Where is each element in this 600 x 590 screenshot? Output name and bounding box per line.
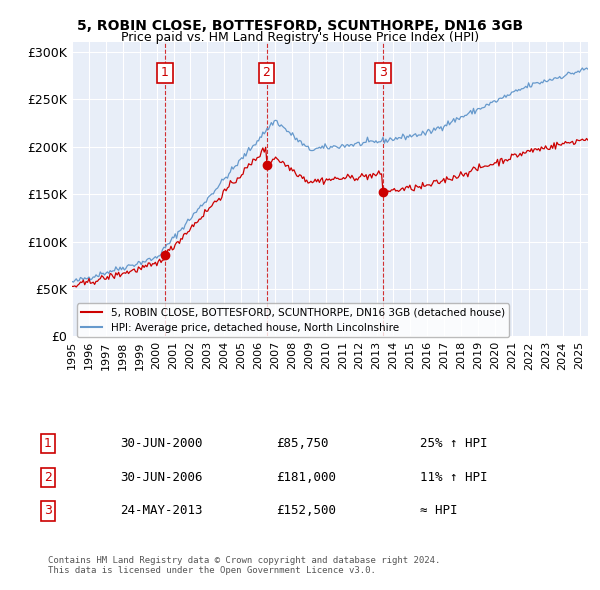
Text: Price paid vs. HM Land Registry's House Price Index (HPI): Price paid vs. HM Land Registry's House …	[121, 31, 479, 44]
Text: 3: 3	[379, 66, 387, 79]
Text: 30-JUN-2000: 30-JUN-2000	[120, 437, 203, 450]
Text: 11% ↑ HPI: 11% ↑ HPI	[420, 471, 487, 484]
Text: £181,000: £181,000	[276, 471, 336, 484]
Text: 30-JUN-2006: 30-JUN-2006	[120, 471, 203, 484]
Text: £152,500: £152,500	[276, 504, 336, 517]
Text: 2: 2	[44, 471, 52, 484]
Legend: 5, ROBIN CLOSE, BOTTESFORD, SCUNTHORPE, DN16 3GB (detached house), HPI: Average : 5, ROBIN CLOSE, BOTTESFORD, SCUNTHORPE, …	[77, 303, 509, 337]
Text: Contains HM Land Registry data © Crown copyright and database right 2024.
This d: Contains HM Land Registry data © Crown c…	[48, 556, 440, 575]
Text: 24-MAY-2013: 24-MAY-2013	[120, 504, 203, 517]
Text: £85,750: £85,750	[276, 437, 329, 450]
Text: 25% ↑ HPI: 25% ↑ HPI	[420, 437, 487, 450]
Text: 1: 1	[161, 66, 169, 79]
Text: 2: 2	[263, 66, 271, 79]
Text: ≈ HPI: ≈ HPI	[420, 504, 458, 517]
Text: 5, ROBIN CLOSE, BOTTESFORD, SCUNTHORPE, DN16 3GB: 5, ROBIN CLOSE, BOTTESFORD, SCUNTHORPE, …	[77, 19, 523, 33]
Text: 1: 1	[44, 437, 52, 450]
Text: 3: 3	[44, 504, 52, 517]
